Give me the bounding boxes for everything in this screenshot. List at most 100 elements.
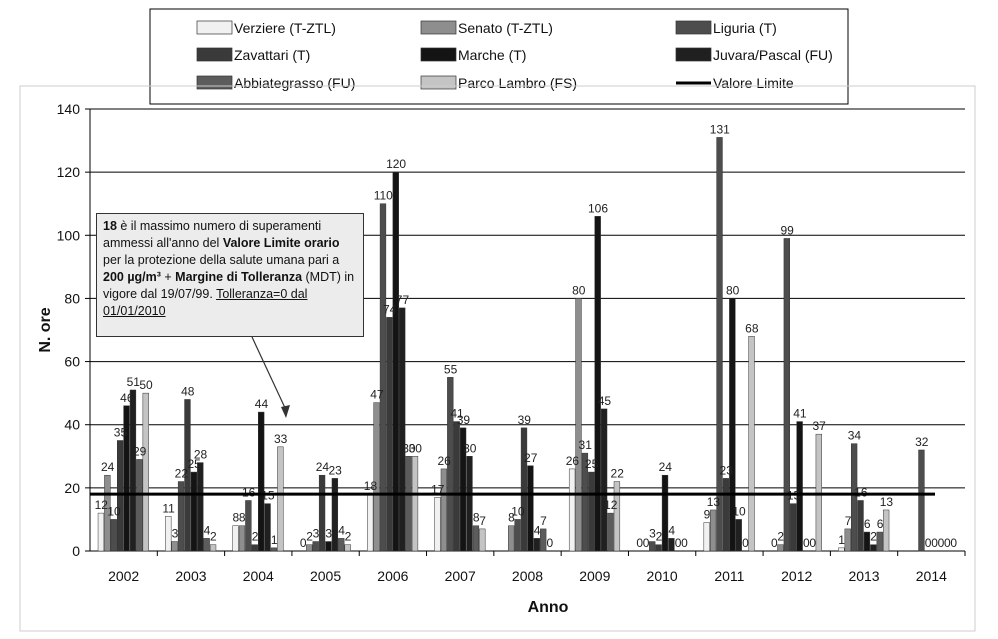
x-tick-label: 2012	[781, 568, 812, 584]
data-label: 68	[745, 321, 759, 335]
data-label: 0	[681, 536, 688, 550]
data-label: 0	[803, 536, 810, 550]
data-label: 0	[944, 536, 951, 550]
data-label: 30	[409, 441, 423, 455]
bar	[277, 446, 284, 552]
bar	[783, 238, 790, 552]
legend-label: Juvara/Pascal (FU)	[713, 47, 833, 63]
bar	[479, 528, 486, 552]
data-label: 1	[271, 533, 278, 547]
data-label: 0	[547, 536, 554, 550]
bar	[136, 459, 143, 552]
note-concentration: 200 µg/m³	[103, 270, 161, 284]
data-label: 30	[463, 441, 477, 455]
bar	[453, 421, 460, 552]
legend-label: Marche (T)	[458, 47, 526, 63]
note-margin: Margine di Tolleranza	[175, 270, 303, 284]
x-tick-label: 2002	[108, 568, 139, 584]
data-label: 12	[95, 498, 109, 512]
bar	[568, 468, 576, 552]
bar	[796, 421, 803, 552]
grid	[19, 85, 976, 632]
data-label: 10	[511, 504, 525, 518]
legend-swatch	[420, 20, 457, 35]
bar	[129, 389, 137, 552]
data-label: 80	[572, 283, 586, 297]
data-label: 2	[345, 530, 352, 544]
data-label: 45	[598, 394, 612, 408]
bar	[270, 547, 278, 552]
data-label: 11	[162, 501, 175, 515]
data-label: 2	[777, 530, 784, 544]
value-labels: 1224103546512950113224825284288162441513…	[95, 122, 958, 550]
bar	[367, 493, 374, 552]
bar	[600, 408, 608, 552]
bar	[876, 531, 883, 552]
bar	[142, 392, 149, 552]
data-label: 47	[370, 388, 384, 402]
bar	[527, 465, 534, 552]
y-tick-label: 100	[57, 227, 81, 243]
bar	[405, 456, 412, 552]
data-label: 0	[809, 536, 816, 550]
data-label: 3	[313, 527, 320, 541]
data-label: 3	[325, 527, 332, 541]
data-label: 0	[675, 536, 682, 550]
x-tick-label: 2013	[848, 568, 879, 584]
bar	[588, 471, 595, 552]
data-label: 0	[771, 536, 778, 550]
data-label: 18	[364, 479, 378, 493]
data-label: 7	[845, 514, 852, 528]
data-label: 51	[127, 375, 141, 389]
bar	[850, 443, 858, 552]
bar	[110, 519, 117, 552]
x-tick-label: 2007	[445, 568, 476, 584]
data-label: 23	[328, 463, 342, 477]
data-label: 0	[636, 536, 643, 550]
data-label: 25	[187, 457, 201, 471]
y-tick-label: 0	[72, 543, 80, 559]
bar	[649, 541, 656, 552]
arrow-head	[281, 405, 290, 418]
data-label: 32	[915, 435, 929, 449]
x-tick-label: 2011	[714, 568, 744, 584]
bar	[344, 544, 351, 552]
bar	[729, 298, 736, 552]
bar	[790, 503, 797, 552]
data-label: 13	[880, 495, 894, 509]
bar	[857, 500, 864, 552]
annotation-box: 18 è il massimo numero di superamenti am…	[96, 213, 364, 337]
data-label: 23	[720, 463, 734, 477]
bar	[411, 456, 419, 552]
arrow-shaft	[251, 336, 287, 411]
bar	[331, 478, 339, 552]
data-label: 2	[210, 530, 217, 544]
note-tolerance: Tolleranza=0 dal 01/01/2010	[103, 287, 308, 318]
note-limit: Valore Limite orario	[222, 236, 340, 250]
data-label: 13	[707, 495, 721, 509]
data-label: 26	[438, 454, 452, 468]
bar	[392, 171, 399, 552]
data-label: 55	[444, 362, 458, 376]
bar	[722, 478, 730, 552]
data-label: 16	[854, 485, 868, 499]
bar	[123, 405, 130, 552]
bar	[838, 547, 845, 552]
legend: Verziere (T-ZTL) Senato (T-ZTL) Liguria (T…	[149, 8, 849, 105]
bar	[607, 512, 614, 552]
bar	[209, 544, 217, 552]
data-label: 0	[931, 536, 938, 550]
data-label: 2	[870, 530, 877, 544]
bar	[459, 427, 467, 552]
data-label: 24	[101, 460, 115, 474]
legend-label: Abbiategrasso (FU)	[234, 75, 355, 91]
annotation-arrow	[251, 336, 290, 418]
bars	[97, 137, 925, 552]
note-text-3: +	[160, 270, 176, 284]
y-tick-label: 40	[64, 417, 80, 433]
x-tick-label: 2009	[579, 568, 610, 584]
data-label: 110	[374, 189, 393, 203]
legend-swatch	[420, 75, 457, 90]
x-tick-label: 2010	[647, 568, 678, 584]
bar	[306, 544, 313, 552]
